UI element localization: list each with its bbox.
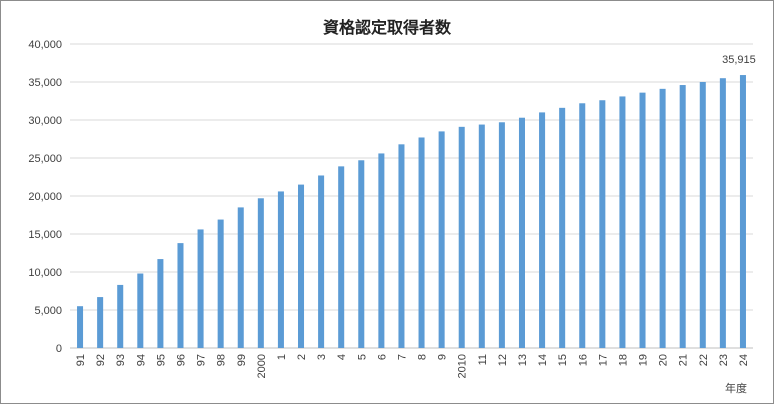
- bar: [257, 198, 264, 348]
- bar: [739, 75, 746, 349]
- y-tick-label: 20,000: [28, 191, 62, 203]
- x-tick-label: 3: [316, 354, 328, 360]
- x-tick-label: 16: [577, 354, 589, 366]
- y-tick-label: 15,000: [28, 229, 62, 241]
- x-tick-label: 94: [135, 354, 147, 366]
- bar: [157, 259, 164, 348]
- x-tick-label: 18: [617, 354, 629, 366]
- x-tick-label: 12: [497, 354, 509, 366]
- x-tick-label: 92: [95, 354, 107, 366]
- y-tick-label: 35,000: [28, 77, 62, 89]
- x-tick-label: 11: [477, 354, 489, 365]
- y-tick-label: 0: [56, 343, 62, 355]
- x-tick-label: 1: [276, 354, 288, 360]
- bar: [619, 96, 626, 348]
- bar: [719, 78, 726, 348]
- x-tick-label: 6: [376, 354, 388, 360]
- x-tick-label: 97: [196, 354, 208, 366]
- x-tick-label: 95: [155, 354, 167, 366]
- bar: [97, 297, 104, 348]
- x-tick-label: 20: [658, 354, 670, 366]
- bar: [579, 103, 586, 348]
- x-tick-label: 96: [175, 354, 187, 366]
- bar: [679, 85, 686, 348]
- bar: [659, 88, 666, 348]
- bar: [177, 243, 184, 348]
- y-tick-label: 10,000: [28, 267, 62, 279]
- bar: [338, 166, 345, 348]
- bar: [358, 160, 365, 348]
- x-tick-label: 2: [296, 354, 308, 360]
- bar: [539, 112, 546, 349]
- x-tick-label: 5: [356, 354, 368, 360]
- x-tick-label: 7: [396, 354, 408, 360]
- bar: [398, 144, 405, 348]
- bar: [197, 229, 204, 348]
- bar: [458, 126, 465, 348]
- bar: [318, 175, 325, 348]
- bar: [117, 284, 124, 348]
- bar: [277, 191, 284, 348]
- bar: [559, 107, 566, 348]
- x-tick-label: 2000: [256, 354, 268, 378]
- bar: [478, 124, 485, 348]
- x-tick-label: 14: [537, 354, 549, 366]
- y-tick-label: 40,000: [28, 39, 62, 51]
- bar: [298, 184, 305, 348]
- x-tick-label: 99: [236, 354, 248, 366]
- bar: [217, 219, 224, 348]
- x-tick-label: 98: [216, 354, 228, 366]
- y-tick-label: 30,000: [28, 115, 62, 127]
- x-tick-label: 9: [437, 354, 449, 360]
- x-tick-label: 13: [517, 354, 529, 366]
- x-tick-label: 4: [336, 354, 348, 360]
- y-tick-label: 5,000: [34, 305, 62, 317]
- x-tick-label: 22: [698, 354, 710, 366]
- bar: [699, 82, 706, 348]
- x-tick-label: 23: [718, 354, 730, 366]
- bar: [498, 122, 505, 348]
- bar: [599, 100, 606, 349]
- x-tick-label: 17: [597, 354, 609, 366]
- x-tick-label: 15: [557, 354, 569, 366]
- bar: [518, 117, 525, 348]
- x-tick-label: 8: [417, 354, 429, 360]
- x-tick-label: 91: [75, 354, 87, 366]
- y-tick-label: 25,000: [28, 153, 62, 165]
- x-axis-label: 年度: [725, 381, 747, 395]
- x-tick-label: 19: [638, 354, 650, 366]
- bar: [438, 131, 445, 348]
- data-label: 35,915: [722, 54, 756, 66]
- x-tick-label: 24: [738, 354, 750, 366]
- bar: [237, 207, 244, 348]
- bar: [378, 153, 385, 348]
- bar: [639, 92, 646, 348]
- chart-title: 資格認定取得者数: [322, 18, 451, 37]
- x-tick-label: 93: [115, 354, 127, 366]
- x-tick-label: 21: [678, 354, 690, 366]
- bar: [418, 137, 425, 348]
- x-tick-label: 2010: [457, 354, 469, 378]
- bar: [137, 273, 144, 348]
- bar: [77, 306, 84, 348]
